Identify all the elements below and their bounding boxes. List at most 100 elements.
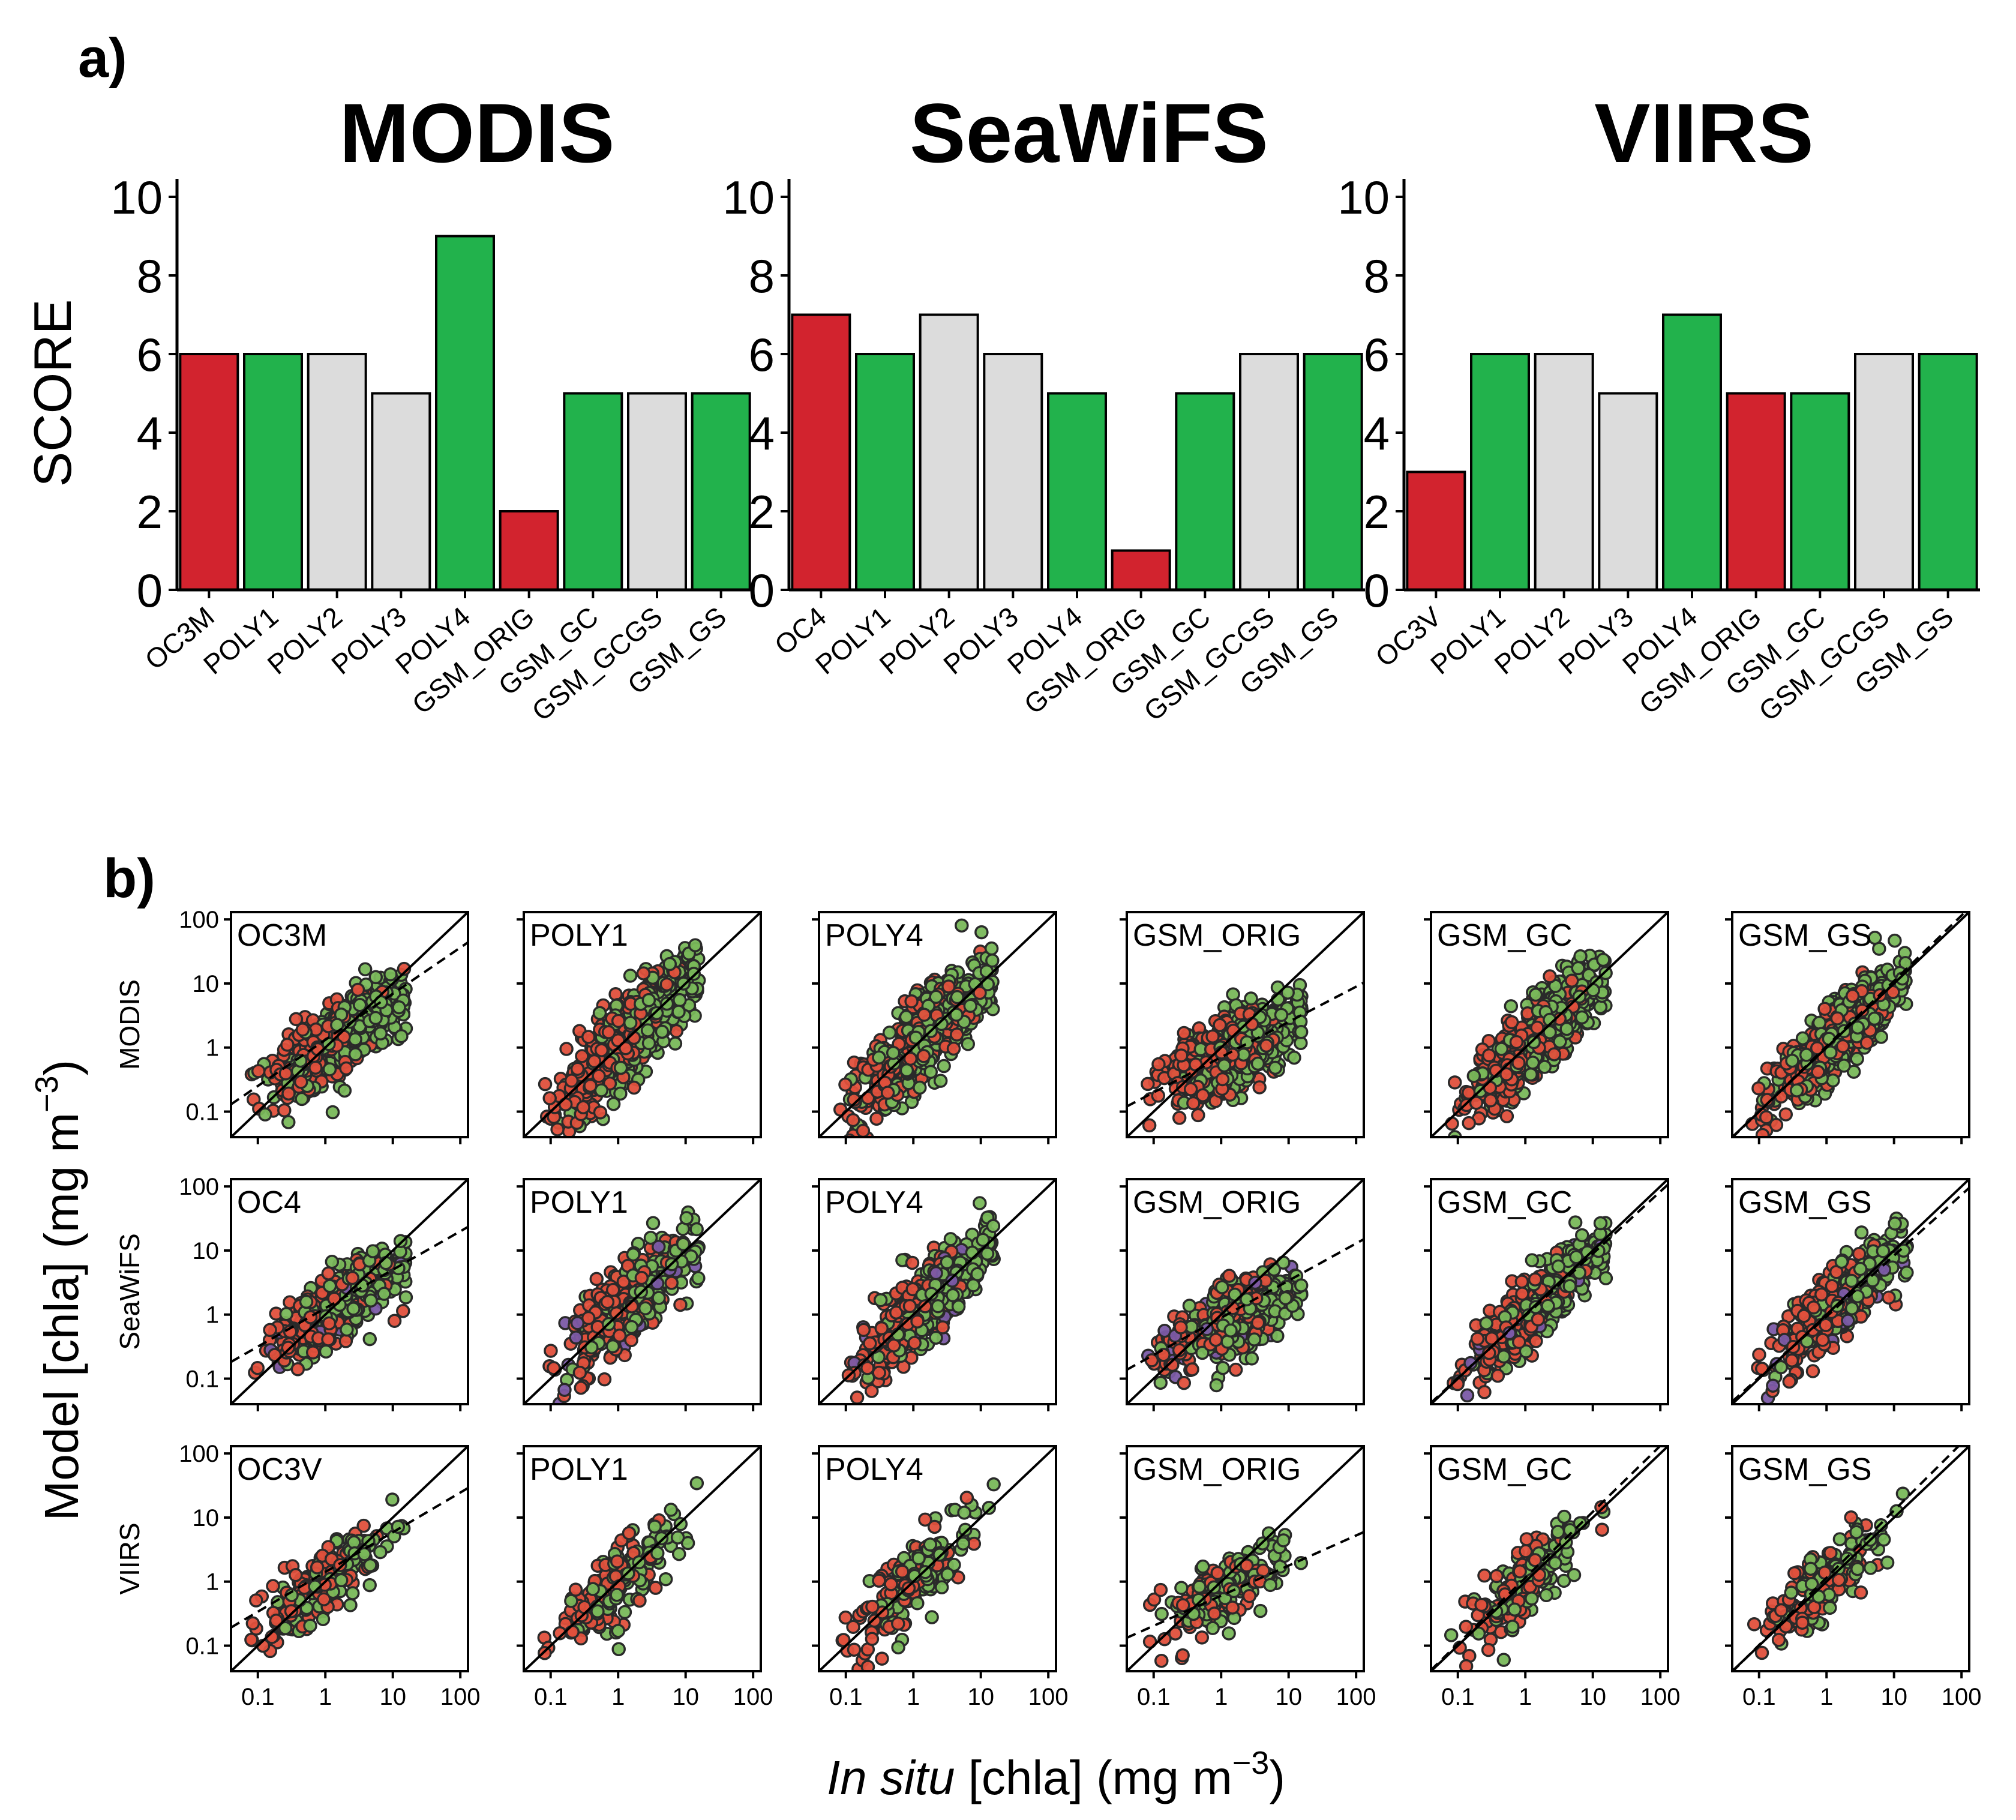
data-point	[368, 970, 383, 985]
y-tick-label: 8	[137, 250, 163, 302]
data-point	[581, 1030, 596, 1044]
data-point	[550, 1122, 565, 1137]
data-point	[373, 1026, 388, 1041]
data-point	[383, 967, 398, 982]
data-point	[258, 1107, 272, 1122]
algorithm-label: OC3M	[237, 918, 327, 953]
data-point	[293, 1075, 308, 1089]
data-point	[626, 1080, 641, 1095]
data-point	[1525, 1056, 1540, 1070]
data-point	[1817, 1002, 1832, 1016]
data-point	[564, 1074, 579, 1088]
data-point	[1481, 1048, 1496, 1063]
data-point	[338, 1334, 353, 1348]
data-point	[1217, 1058, 1232, 1073]
data-point	[1177, 1026, 1192, 1041]
data-point	[1141, 1077, 1155, 1092]
y-tick-label: 100	[179, 1174, 219, 1200]
algorithm-label: POLY1	[530, 918, 628, 953]
bar-oc3m	[179, 353, 239, 591]
data-point	[984, 941, 999, 956]
chart-title: VIIRS	[1594, 86, 1814, 180]
data-point	[325, 1105, 340, 1120]
data-point	[1574, 1010, 1589, 1025]
data-point	[280, 1038, 295, 1052]
data-point	[659, 996, 674, 1011]
bar-poly1	[1470, 353, 1530, 591]
data-point	[641, 993, 656, 1008]
data-point	[1850, 1051, 1864, 1066]
algorithm-label: GSM_GC	[1437, 918, 1572, 953]
panel-frame	[818, 911, 1057, 1138]
data-point	[899, 1063, 914, 1078]
data-point	[619, 1041, 633, 1056]
data-point	[308, 1060, 323, 1075]
data-point	[379, 1256, 393, 1270]
bar-gsm-orig	[1726, 392, 1786, 591]
y-tick-label: 0.1	[185, 1366, 219, 1393]
data-point	[544, 1344, 558, 1358]
data-point	[669, 1024, 684, 1039]
data-point	[1868, 931, 1882, 945]
bar-gsm-gc	[1175, 392, 1235, 591]
data-point	[387, 1314, 402, 1328]
data-point	[1811, 1065, 1825, 1080]
data-point	[368, 1011, 383, 1026]
data-point	[545, 1424, 557, 1436]
data-point	[277, 1103, 292, 1118]
data-point	[583, 1078, 598, 1093]
data-point	[985, 954, 1000, 968]
y-tick-label: 4	[137, 407, 163, 460]
bar-chart-seawifs: SeaWiFS0246810OC4POLY1POLY2POLY3POLY4GSM…	[722, 86, 1365, 727]
data-point	[1191, 1108, 1205, 1123]
points	[1445, 948, 1613, 1137]
data-point	[1215, 1072, 1230, 1087]
data-point	[392, 1000, 406, 1015]
points	[1745, 931, 1913, 1137]
bar-chart-viirs: VIIRS0246810OC3VPOLY1POLY2POLY3POLY4GSM_…	[1337, 86, 1980, 727]
data-point	[929, 990, 943, 1005]
data-point	[882, 1026, 897, 1040]
data-point	[1537, 1060, 1552, 1074]
data-point	[394, 1029, 409, 1044]
data-point	[923, 1065, 938, 1080]
bar-gsm-gs	[1918, 353, 1978, 591]
data-point	[263, 1323, 277, 1338]
data-point	[592, 1069, 606, 1083]
bar-poly1	[243, 353, 303, 591]
data-point	[1469, 1096, 1484, 1110]
y-tick-label: 10	[1337, 171, 1390, 224]
data-point	[904, 994, 919, 1009]
bar-poly3	[983, 353, 1043, 591]
data-point	[1195, 1088, 1210, 1103]
data-point	[321, 1332, 335, 1347]
data-point	[641, 1036, 656, 1051]
data-point	[1759, 1110, 1774, 1125]
data-point	[322, 1279, 337, 1293]
bar-poly2	[1534, 353, 1594, 591]
data-point	[365, 1244, 380, 1258]
data-point	[973, 985, 987, 1000]
y-tick-label: 2	[137, 485, 163, 538]
data-point	[1504, 1015, 1519, 1030]
data-point	[899, 1009, 914, 1024]
data-point	[295, 1023, 310, 1037]
data-point	[1287, 1050, 1301, 1065]
data-point	[337, 1083, 352, 1098]
y-tick-label: 6	[749, 328, 775, 381]
data-point	[1174, 1048, 1189, 1063]
regression-line	[1732, 912, 1967, 1137]
data-point	[358, 962, 373, 977]
algorithm-label: GSM_ORIG	[1133, 918, 1301, 953]
data-point	[251, 1064, 266, 1078]
y-tick-label: 8	[749, 250, 775, 302]
data-point	[659, 977, 674, 992]
data-point	[1553, 1035, 1567, 1049]
y-tick-label: 0	[137, 564, 163, 617]
data-point	[1528, 987, 1543, 1002]
data-point	[1499, 1067, 1514, 1081]
panel-frame	[1731, 911, 1970, 1138]
points	[538, 938, 706, 1137]
data-point	[305, 1345, 320, 1360]
data-point	[594, 1043, 609, 1057]
